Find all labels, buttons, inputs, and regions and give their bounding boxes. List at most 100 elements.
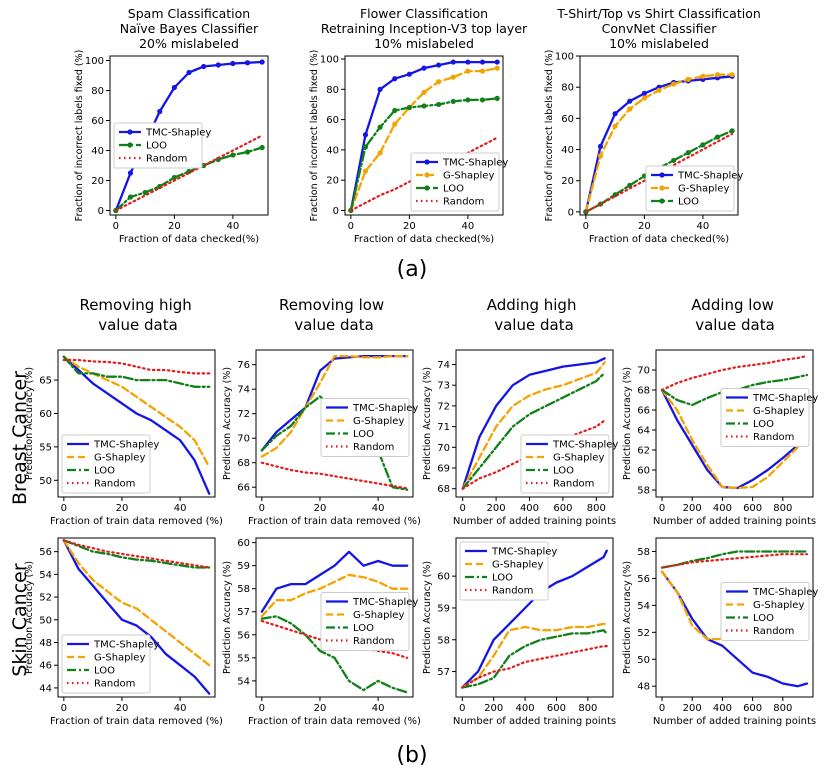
data-point-loo bbox=[377, 124, 383, 130]
series-line-random bbox=[584, 132, 734, 213]
data-point-loo bbox=[700, 142, 706, 148]
legend-marker-g-shapley bbox=[659, 185, 665, 191]
y-tick-label: 56 bbox=[637, 574, 650, 585]
y-tick-label: 20 bbox=[561, 176, 574, 187]
data-point-tmc-shapley bbox=[186, 69, 192, 76]
x-tick-label: 20 bbox=[638, 221, 651, 232]
x-tick-label: 400 bbox=[516, 703, 535, 714]
y-tick-label: 44 bbox=[39, 683, 52, 694]
legend-label-random: Random bbox=[146, 154, 187, 165]
legend-box bbox=[320, 592, 410, 651]
y-tick-label: 60 bbox=[637, 466, 650, 477]
legend: TMC-Shapley G-Shapley LOO Random bbox=[720, 388, 818, 447]
y-tick-label: 60 bbox=[39, 409, 52, 420]
data-point-tmc-shapley bbox=[244, 60, 251, 66]
series-line-g-shapley bbox=[260, 573, 409, 618]
x-tick-label: 0 bbox=[583, 221, 589, 232]
data-point-tmc-shapley bbox=[362, 132, 369, 138]
column-title-removing-low: Removing low value data bbox=[279, 296, 389, 334]
x-tick-label: 40 bbox=[174, 703, 187, 714]
y-axis-label: Fraction of incorrect labels fixed (%) bbox=[544, 50, 555, 222]
data-point-g-shapley bbox=[597, 153, 604, 159]
x-axis-label: Fraction of train data removed (%) bbox=[248, 716, 421, 727]
x-tick-label: 20 bbox=[116, 503, 129, 514]
y-tick-label: 58 bbox=[437, 635, 450, 646]
legend-box bbox=[61, 434, 151, 494]
legend-label-tmc-shapley: TMC-Shapley bbox=[677, 171, 743, 182]
data-point-g-shapley bbox=[641, 95, 647, 101]
legend-box bbox=[520, 434, 610, 494]
data-point-tmc-shapley bbox=[612, 111, 618, 117]
series-line-loo bbox=[461, 371, 606, 490]
data-point-tmc-shapley bbox=[127, 170, 134, 176]
data-point-tmc-shapley bbox=[392, 76, 398, 82]
data-point-loo bbox=[362, 144, 369, 150]
y-tick-label: 52 bbox=[39, 593, 52, 604]
legend-label-tmc-shapley: TMC-Shapley bbox=[552, 440, 618, 451]
data-point-g-shapley bbox=[494, 65, 500, 71]
data-point-loo bbox=[421, 103, 427, 109]
series-line-random bbox=[660, 553, 809, 569]
legend-label-g-shapley: G-Shapley bbox=[353, 416, 404, 427]
series-line-g-shapley bbox=[62, 539, 211, 667]
legend-marker-tmc-shapley bbox=[424, 159, 430, 165]
y-axis-label: Prediction Accuracy (%) bbox=[422, 561, 433, 674]
chart-title-line: Spam Classification bbox=[128, 6, 250, 21]
y-tick-label: 69 bbox=[437, 464, 450, 475]
data-point-loo bbox=[450, 98, 456, 105]
plot-frame bbox=[655, 349, 814, 498]
legend-box bbox=[459, 541, 549, 601]
y-tick-label: 54 bbox=[39, 570, 52, 581]
data-point-loo bbox=[671, 157, 677, 164]
x-tick-label: 0 bbox=[459, 503, 465, 514]
y-tick-label: 76 bbox=[237, 360, 250, 371]
y-tick-label: 55 bbox=[237, 653, 250, 664]
y-tick-label: 68 bbox=[637, 386, 650, 397]
legend-label-tmc-shapley: TMC-Shapley bbox=[752, 393, 818, 404]
x-tick-label: 600 bbox=[743, 503, 762, 514]
series-line-g-shapley bbox=[660, 388, 809, 490]
data-point-tmc-shapley bbox=[259, 59, 265, 65]
chart-b5: 0 20 40 44 46 48 50 52 54 56 Fraction of train dat… bbox=[24, 537, 223, 727]
x-axis-label: Fraction of data checked(%) bbox=[354, 234, 494, 245]
y-tick-label: 72 bbox=[437, 401, 450, 412]
series-line-tmc-shapley bbox=[260, 354, 409, 452]
y-tick-label: 46 bbox=[39, 661, 52, 672]
x-tick-label: 40 bbox=[697, 221, 710, 232]
y-tick-label: 54 bbox=[637, 601, 650, 612]
series-line-g-shapley bbox=[461, 361, 606, 490]
data-point-loo bbox=[406, 104, 412, 111]
data-point-g-shapley bbox=[465, 68, 471, 74]
plot-frame bbox=[455, 537, 614, 698]
legend-box bbox=[720, 388, 810, 447]
y-tick-label: 20 bbox=[326, 176, 339, 187]
legend-label-g-shapley: G-Shapley bbox=[353, 610, 404, 621]
x-tick-label: 0 bbox=[348, 221, 354, 232]
legend: TMC-Shapley G-Shapley LOO Random bbox=[720, 582, 818, 641]
y-tick-label: 80 bbox=[326, 85, 339, 96]
y-tick-label: 68 bbox=[437, 484, 450, 495]
series-line-tmc-shapley bbox=[62, 355, 211, 495]
series-line-tmc-shapley bbox=[660, 388, 809, 490]
legend: TMC-Shapley G-Shapley LOO Random bbox=[459, 541, 557, 601]
y-tick-label: 80 bbox=[91, 86, 104, 97]
y-tick-label: 64 bbox=[637, 426, 650, 437]
series-line-loo bbox=[62, 355, 211, 388]
row-label-breast-cancer: Breast Cancer bbox=[9, 371, 31, 505]
legend-label-g-shapley: G-Shapley bbox=[678, 184, 729, 195]
figure-label-b: (b) bbox=[396, 743, 427, 768]
x-tick-label: 0 bbox=[659, 503, 665, 514]
legend-label-tmc-shapley: TMC-Shapley bbox=[352, 403, 418, 414]
y-tick-label: 59 bbox=[237, 561, 250, 572]
data-point-loo bbox=[479, 97, 486, 103]
y-tick-label: 60 bbox=[326, 115, 339, 126]
x-tick-label: 600 bbox=[553, 503, 572, 514]
data-point-tmc-shapley bbox=[201, 63, 207, 70]
x-tick-label: 0 bbox=[259, 503, 265, 514]
x-tick-label: 20 bbox=[168, 221, 181, 232]
data-point-g-shapley bbox=[479, 68, 486, 74]
y-tick-label: 73 bbox=[437, 381, 450, 392]
x-tick-label: 200 bbox=[683, 703, 702, 714]
legend: TMC-Shapley G-Shapley LOO Random bbox=[520, 434, 618, 494]
legend-label-g-shapley: G-Shapley bbox=[443, 171, 494, 182]
